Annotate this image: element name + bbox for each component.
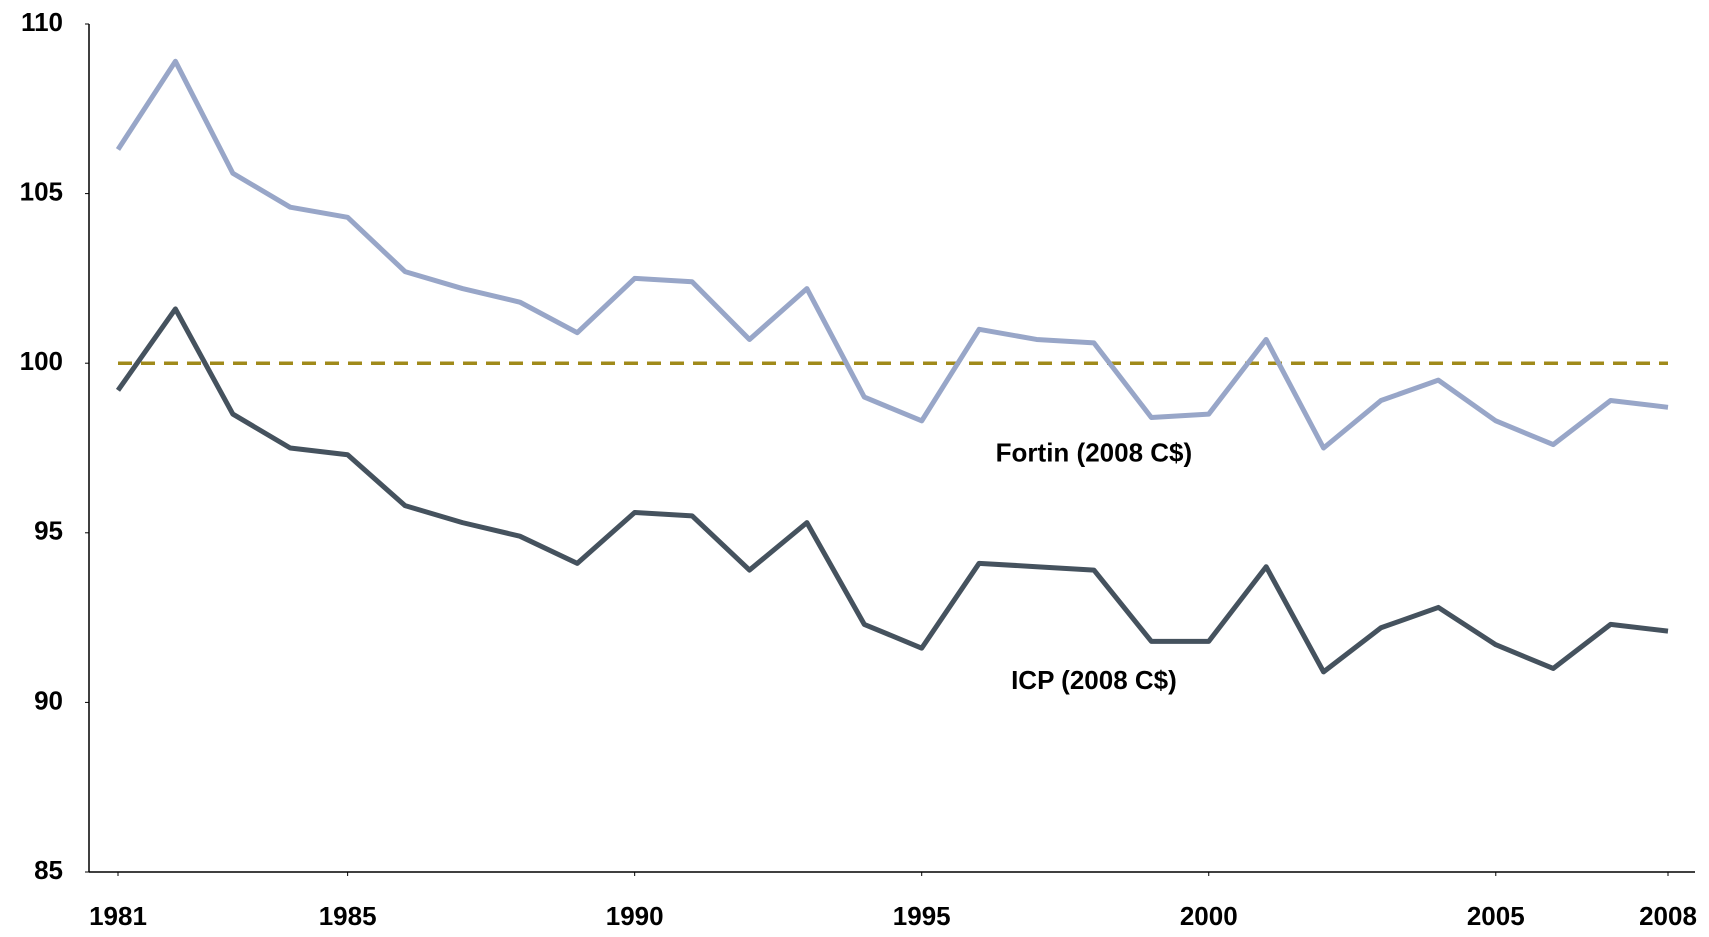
- y-tick-label: 105: [20, 176, 63, 206]
- y-tick-label: 90: [34, 685, 63, 715]
- series-label: ICP (2008 C$): [1011, 665, 1177, 695]
- y-tick-label: 110: [21, 7, 63, 37]
- x-tick-label: 1995: [893, 901, 951, 931]
- y-tick-label: 100: [20, 346, 63, 376]
- y-tick-label: 85: [34, 855, 63, 885]
- series-line: [115, 306, 1669, 675]
- x-tick-label: 2008: [1639, 901, 1697, 931]
- x-tick-label: 2000: [1180, 901, 1238, 931]
- series-label: Fortin (2008 C$): [996, 438, 1193, 468]
- x-tick-label: 2005: [1467, 901, 1525, 931]
- x-tick-label: 1985: [319, 901, 377, 931]
- y-tick-label: 95: [34, 516, 63, 546]
- x-tick-label: 1990: [606, 901, 664, 931]
- series-line: [115, 58, 1669, 451]
- x-tick-label: 1981: [89, 901, 147, 931]
